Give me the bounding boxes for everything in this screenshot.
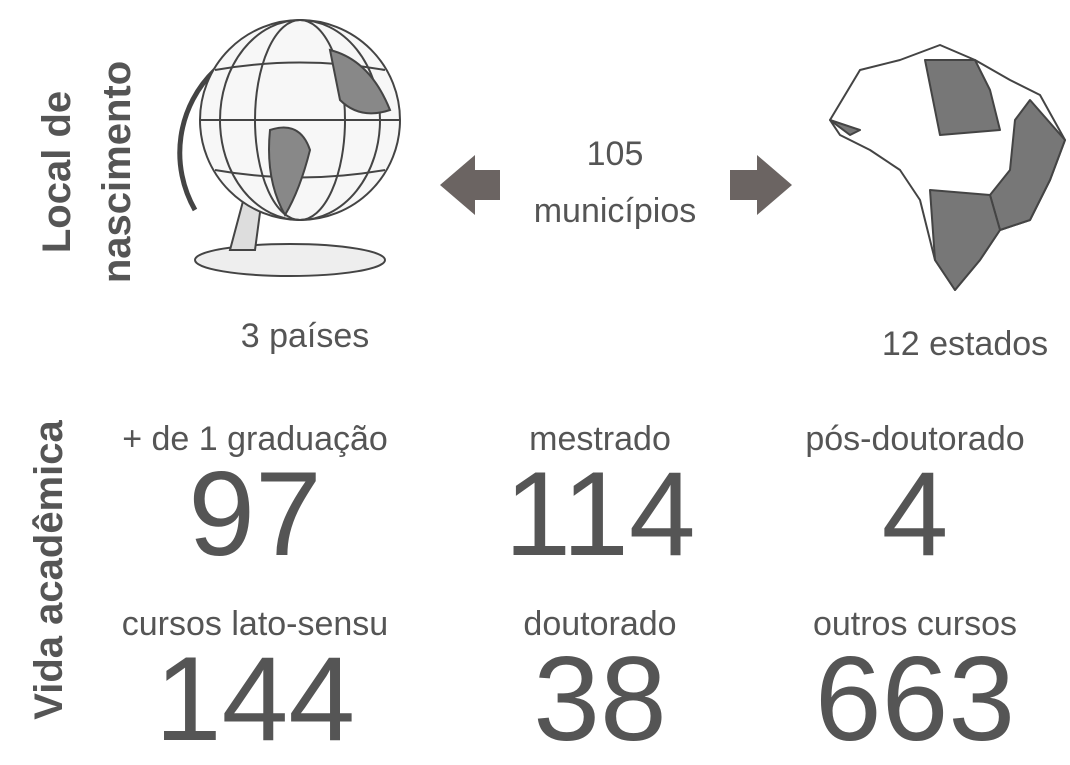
stat-value: 4 bbox=[882, 447, 949, 581]
brazil-map-icon bbox=[829, 44, 1066, 291]
section-heading: Local de bbox=[35, 91, 79, 253]
states: 12 estados bbox=[882, 325, 1048, 363]
stat-value: 114 bbox=[504, 447, 695, 581]
municipalities-label: municípios bbox=[534, 192, 697, 230]
stat-value: 97 bbox=[188, 447, 321, 581]
arrows bbox=[440, 155, 792, 215]
stat-label: + de 1 graduação bbox=[122, 420, 388, 458]
countries: 3 países bbox=[241, 317, 370, 355]
globe-icon bbox=[177, 19, 401, 277]
stat-label: outros cursos bbox=[813, 605, 1017, 643]
stat-label: doutorado bbox=[523, 605, 676, 643]
stat-value: 144 bbox=[155, 632, 355, 765]
section-heading: nascimento bbox=[95, 61, 139, 283]
stat-label: mestrado bbox=[529, 420, 671, 458]
stat-value: 38 bbox=[533, 632, 666, 765]
stat-label: cursos lato-sensu bbox=[122, 605, 388, 643]
municipalities-count: 105 bbox=[587, 135, 644, 173]
stat-label: pós-doutorado bbox=[805, 420, 1024, 458]
section-heading: Vida acadêmica bbox=[27, 420, 71, 720]
stat-value: 663 bbox=[815, 632, 1015, 765]
